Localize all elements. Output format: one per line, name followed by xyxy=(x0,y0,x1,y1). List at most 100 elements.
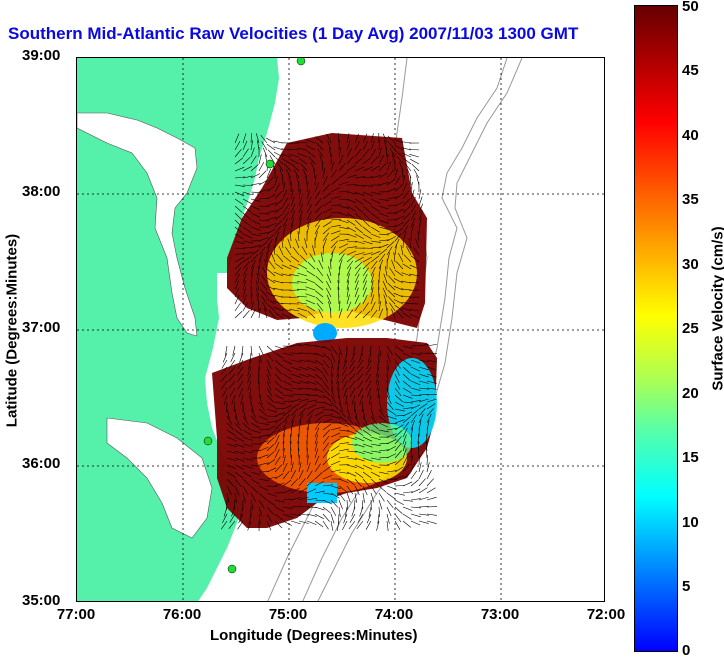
velocity-vector xyxy=(402,416,411,424)
velocity-vector xyxy=(297,152,308,158)
velocity-vector xyxy=(426,448,428,459)
map-panel[interactable] xyxy=(76,57,605,602)
velocity-vector xyxy=(330,394,337,404)
velocity-vector xyxy=(378,233,389,236)
velocity-vector xyxy=(349,513,356,523)
velocity-vector xyxy=(242,287,247,298)
velocity-vector xyxy=(274,225,282,235)
velocity-vector xyxy=(367,387,372,398)
velocity-vector xyxy=(330,427,341,431)
velocity-vector xyxy=(388,142,396,151)
velocity-vector xyxy=(362,252,373,256)
velocity-vector xyxy=(354,485,360,496)
velocity-vector xyxy=(234,457,245,462)
velocity-vector xyxy=(290,359,301,363)
velocity-vector xyxy=(418,189,422,200)
velocity-vector xyxy=(354,219,363,228)
velocity-vector xyxy=(351,506,356,517)
velocity-vector xyxy=(306,506,318,508)
velocity-south-patch xyxy=(307,483,337,503)
velocity-vector xyxy=(362,485,368,496)
velocity-vector xyxy=(258,154,262,165)
velocity-vector xyxy=(378,422,389,428)
velocity-vector xyxy=(257,140,260,151)
velocity-vector xyxy=(322,520,329,530)
velocity-vector xyxy=(376,359,380,370)
velocity-vector xyxy=(410,211,417,221)
velocity-vector xyxy=(338,238,349,242)
velocity-vector xyxy=(282,414,290,424)
station-virginia xyxy=(203,436,213,446)
velocity-vector xyxy=(410,488,421,494)
velocity-vector xyxy=(281,273,292,277)
velocity-vector xyxy=(322,429,331,438)
velocity-vector xyxy=(242,464,253,469)
velocity-vector xyxy=(234,205,243,213)
velocity-vector xyxy=(285,169,292,179)
velocity-vector xyxy=(314,406,325,410)
velocity-vector xyxy=(426,513,437,516)
velocity-vector xyxy=(306,359,317,364)
velocity-vector xyxy=(336,380,340,391)
velocity-vector xyxy=(418,487,428,494)
velocity-vector xyxy=(354,198,364,205)
velocity-vector xyxy=(402,175,406,186)
velocity-vector xyxy=(258,440,269,445)
velocity-vector xyxy=(274,520,283,529)
velocity-vector xyxy=(362,302,369,312)
velocity-vector xyxy=(418,398,429,403)
velocity-vector xyxy=(315,136,324,144)
velocity-vector xyxy=(362,191,373,197)
velocity-vector xyxy=(298,373,309,378)
velocity-vector xyxy=(402,421,410,431)
velocity-vector xyxy=(410,409,419,417)
velocity-vector xyxy=(223,394,228,405)
velocity-vector xyxy=(386,408,396,415)
velocity-vector xyxy=(378,244,389,249)
velocity-vector xyxy=(237,366,244,376)
y-tick: 35:00 xyxy=(22,592,61,609)
velocity-vector xyxy=(314,506,325,511)
velocity-vector xyxy=(298,380,309,384)
velocity-vector xyxy=(354,267,361,277)
velocity-vector xyxy=(330,235,340,242)
velocity-vector xyxy=(338,163,346,172)
velocity-vector xyxy=(258,454,269,459)
colorbar-tick: 50 xyxy=(682,0,699,15)
velocity-vector xyxy=(282,479,292,487)
velocity-vector xyxy=(394,419,405,424)
y-tick: 37:00 xyxy=(22,319,61,336)
velocity-vector xyxy=(426,454,428,466)
velocity-vector xyxy=(231,506,236,517)
velocity-vector xyxy=(274,401,285,405)
velocity-vector xyxy=(274,394,285,400)
velocity-vector xyxy=(234,485,240,496)
velocity-vector xyxy=(370,175,381,179)
velocity-vector xyxy=(305,145,316,151)
velocity-vector xyxy=(290,366,301,371)
velocity-vector xyxy=(225,345,228,356)
velocity-vector xyxy=(346,471,357,477)
velocity-vector xyxy=(234,240,245,245)
velocity-vector xyxy=(258,447,269,452)
velocity-vector xyxy=(274,417,284,424)
velocity-vector xyxy=(274,219,283,228)
velocity-vector xyxy=(338,401,344,412)
velocity-vector xyxy=(426,408,434,417)
velocity-vector xyxy=(266,137,276,144)
velocity-vector xyxy=(418,506,430,508)
velocity-vector xyxy=(291,163,300,172)
velocity-vector xyxy=(266,359,272,370)
velocity-vector xyxy=(395,150,404,158)
velocity-vector xyxy=(362,287,367,298)
velocity-vector xyxy=(258,352,262,363)
velocity-vector xyxy=(266,425,277,431)
velocity-vector xyxy=(386,196,397,200)
velocity-vector xyxy=(241,345,244,356)
velocity-vector xyxy=(378,485,387,493)
velocity-vector xyxy=(234,166,245,172)
velocity-vector xyxy=(377,513,380,524)
bathymetry-contour xyxy=(302,58,508,601)
velocity-vector xyxy=(345,506,348,517)
velocity-vector xyxy=(394,436,402,445)
